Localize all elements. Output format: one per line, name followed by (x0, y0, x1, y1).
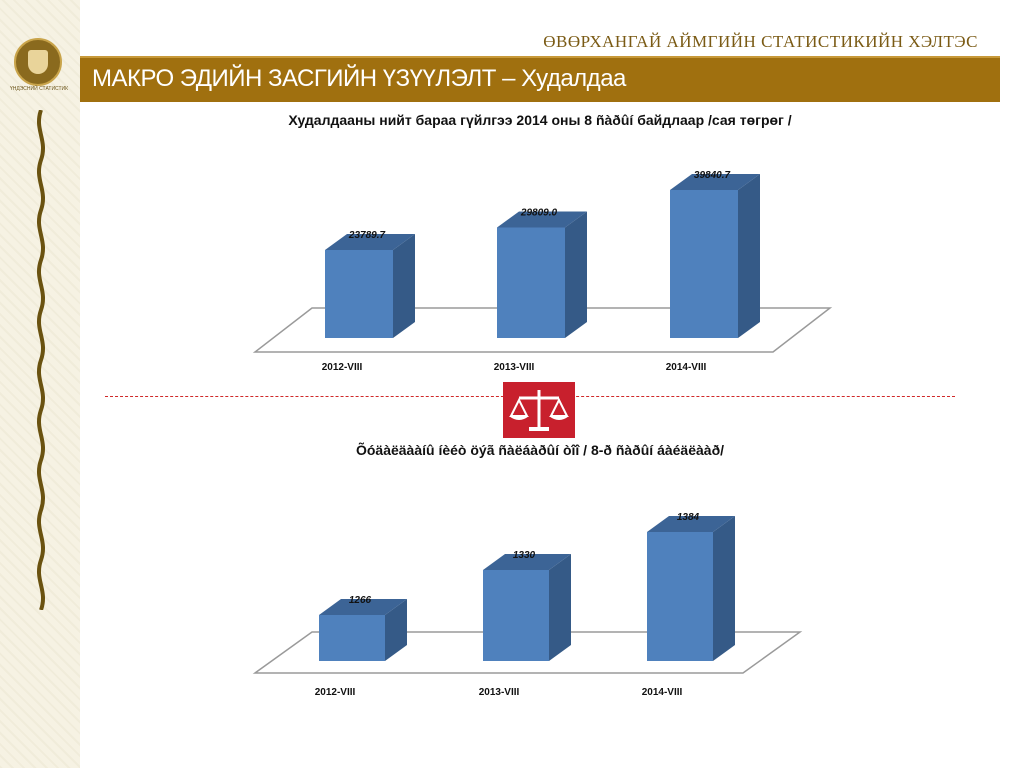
chart-1-bar (497, 227, 565, 338)
chart-2-bar (647, 532, 713, 661)
slide-title: МАКРО ЭДИЙН ЗАСГИЙН ҮЗҮҮЛЭЛТ – Худалдаа (92, 65, 626, 92)
chart-2-bar-top (483, 553, 571, 570)
chart-1-data-label: 39840.7 (694, 170, 731, 181)
decorative-sidebar: ҮНДЭСНИЙ СТАТИСТИК (0, 0, 80, 768)
chart-1-data-label: 29809.0 (520, 207, 558, 218)
chart-1-bar-side (393, 234, 415, 338)
scales-of-justice-icon (503, 382, 575, 438)
chart-1-bar-side (738, 174, 760, 338)
chart-1-x-tick-label: 2013-VIII (494, 362, 535, 373)
chart-1-title: Худалдааны нийт бараа гүйлгээ 2014 оны 8… (288, 112, 792, 128)
chart-1-bar-top (670, 174, 760, 190)
chart-2-data-label: 1266 (349, 595, 372, 606)
chart-2-data-label: 1330 (513, 550, 536, 561)
chart-1-x-tick-label: 2014-VIII (666, 362, 707, 373)
chart-2-x-tick-label: 2013-VIII (479, 687, 520, 698)
organization-title: ӨВӨРХАНГАЙ АЙМГИЙН СТАТИСТИКИЙН ХЭЛТЭС (543, 32, 978, 51)
chart-1-x-tick-label: 2012-VIII (322, 362, 363, 373)
chart-1-bar-top (325, 234, 415, 250)
chart-1-data-label: 23789.7 (348, 230, 386, 241)
chart-2-bar-side (713, 516, 735, 661)
chart-2-x-tick-label: 2014-VIII (642, 687, 683, 698)
chart-1-bar-side (565, 211, 587, 338)
chart-2-bar (319, 615, 385, 661)
chart-2-x-tick-label: 2012-VIII (315, 687, 356, 698)
emblem-caption: ҮНДЭСНИЙ СТАТИСТИК (9, 86, 69, 92)
statistics-emblem-icon (14, 38, 62, 86)
chart-1-bar (670, 190, 738, 338)
chart-1-bar (325, 250, 393, 338)
mongolian-script-decoration (37, 110, 45, 610)
chart-2-bar (483, 569, 549, 661)
chart-2-bar-top (319, 599, 407, 615)
chart-2-title: Õóäàëäààíû íèéò öýã ñàëáàðûí òîî / 8-ð ñ… (355, 442, 725, 458)
chart-2-bar-side (549, 553, 571, 661)
chart-2-bar-side (385, 599, 407, 661)
slide-title-bar: МАКРО ЭДИЙН ЗАСГИЙН ҮЗҮҮЛЭЛТ – Худалдаа (80, 56, 1000, 102)
chart-1-bar-top (497, 211, 587, 228)
chart-2-data-label: 1384 (677, 512, 700, 523)
chart-2-bar-top (647, 516, 735, 532)
